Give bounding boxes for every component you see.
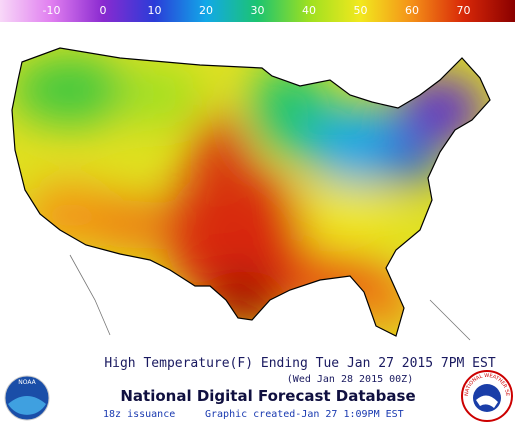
- valid-time: (Wed Jan 28 2015 00Z): [287, 374, 413, 385]
- color-scale: [0, 0, 515, 22]
- temperature-map: [11, 47, 491, 341]
- noaa-logo: NOAA: [4, 375, 50, 421]
- scale-tick-label: 20: [199, 4, 213, 17]
- scale-tick-label: -10: [43, 4, 61, 17]
- scale-tick-label: 60: [405, 4, 419, 17]
- map-title: High Temperature(F) Ending Tue Jan 27 20…: [104, 356, 496, 371]
- scale-tick-label: 10: [148, 4, 162, 17]
- database-name: National Digital Forecast Database: [120, 387, 415, 405]
- scale-tick-label: 70: [457, 4, 471, 17]
- issuance: 18z issuance: [103, 409, 175, 420]
- scale-tick-label: 50: [354, 4, 368, 17]
- logo-text: NOAA: [18, 379, 36, 386]
- created-time: Graphic created-Jan 27 1:09PM EST: [205, 409, 404, 420]
- scale-tick-label: 40: [302, 4, 316, 17]
- scale-tick-label: 30: [251, 4, 265, 17]
- scale-tick-label: 0: [100, 4, 107, 17]
